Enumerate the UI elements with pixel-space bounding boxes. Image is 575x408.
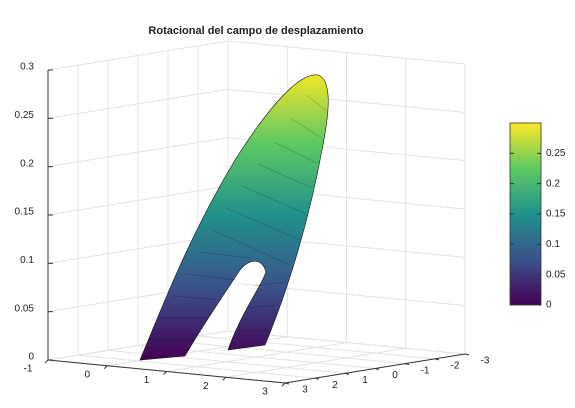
grid — [44, 40, 470, 387]
y-tick-label: 0 — [392, 370, 398, 381]
tick-mark — [374, 368, 380, 370]
tick-mark — [103, 365, 108, 370]
tick-mark — [434, 358, 440, 361]
surface — [139, 74, 329, 361]
tick-mark — [284, 382, 290, 385]
grid-line — [47, 88, 229, 119]
grid-line — [47, 137, 229, 168]
y-tick-label: -3 — [481, 356, 490, 367]
x-tick-label: 1 — [144, 375, 150, 386]
tick-mark — [222, 376, 227, 381]
colorbar-tick-label: 0.15 — [546, 209, 566, 220]
x-tick-label: 2 — [203, 381, 209, 392]
colorbar-tick-label: 0.05 — [546, 269, 566, 280]
x-tick-label: -1 — [24, 364, 33, 375]
y-tick-label: 1 — [362, 375, 368, 386]
z-tick-label: 0.15 — [15, 207, 35, 218]
z-tick-label: 0.25 — [15, 110, 35, 121]
colorbar-tick-label: 0.2 — [546, 178, 560, 189]
tick-mark — [404, 363, 410, 366]
grid-line — [47, 330, 229, 361]
tick-mark — [44, 359, 49, 364]
z-tick-label: 0.3 — [20, 62, 34, 73]
tick-mark — [314, 377, 320, 380]
chart-title: Rotacional del campo de desplazamiento — [148, 25, 363, 37]
x-tick-label: 0 — [84, 369, 90, 380]
z-tick-label: 0.1 — [20, 255, 34, 266]
colorbar-tick-label: 0.25 — [546, 148, 566, 159]
grid-line — [47, 40, 229, 71]
tick-mark — [464, 353, 470, 356]
y-tick-label: 3 — [302, 385, 308, 396]
colorbar — [509, 122, 542, 306]
z-tick-label: 0.05 — [15, 303, 35, 314]
colorbar-tick-label: 0 — [546, 300, 552, 311]
tick-mark — [163, 371, 167, 375]
tick-mark — [281, 382, 286, 387]
x-tick-label: 3 — [262, 387, 268, 398]
tick-mark — [344, 372, 350, 375]
z-tick-label: 0.2 — [20, 158, 34, 169]
grid-line — [167, 340, 406, 365]
grid-line — [227, 40, 466, 65]
grid-line — [47, 185, 229, 216]
y-tick-label: 2 — [332, 380, 338, 391]
surface-mesh — [150, 94, 327, 341]
z-tick-label: 0 — [28, 352, 34, 363]
grid-line — [77, 354, 316, 379]
y-tick-label: -2 — [451, 360, 460, 371]
grid-line — [227, 88, 466, 113]
y-tick-label: -1 — [421, 365, 430, 376]
colorbar-tick-label: 0.1 — [546, 239, 560, 250]
